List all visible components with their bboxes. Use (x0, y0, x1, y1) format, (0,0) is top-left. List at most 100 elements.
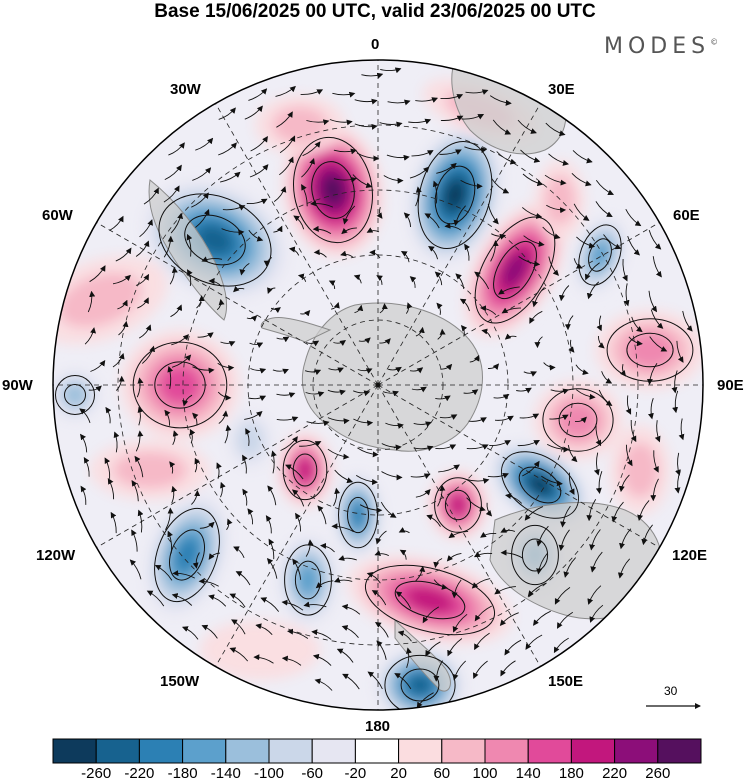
wind-vector (649, 336, 668, 352)
anomaly-8-level-3 (558, 402, 598, 438)
wind-vector (182, 394, 193, 407)
wind-vector (353, 418, 374, 427)
wind-vector (224, 424, 232, 444)
wind-vector (292, 558, 302, 580)
wind-vector (137, 509, 144, 533)
wind-vector (625, 444, 633, 467)
wind-vector (268, 538, 275, 560)
colorbar-swatch-9 (441, 738, 486, 764)
wind-vector (637, 500, 650, 521)
wind-vector (545, 122, 566, 137)
lon-label-120e: 120E (672, 547, 708, 564)
contour-12-0 (434, 477, 482, 533)
wind-vector (623, 283, 630, 307)
wind-vector (593, 452, 600, 476)
wind-vector (532, 286, 545, 308)
wind-vector (186, 233, 193, 257)
wind-vector (439, 149, 462, 155)
wind-vector (192, 167, 212, 181)
wind-vector (171, 593, 193, 606)
lon-label-90e: 90E (717, 377, 744, 394)
wind-vector (425, 641, 441, 657)
wind-vector (409, 276, 417, 288)
wind-vector (505, 493, 523, 504)
wind-vector (218, 107, 236, 120)
wind-vector (496, 151, 517, 165)
wind-vector (340, 250, 354, 258)
contour-4-0 (578, 224, 622, 286)
wind-vector (131, 529, 138, 552)
wind-vector (216, 298, 225, 311)
wind-vector (195, 137, 214, 151)
wind-vector (380, 67, 402, 74)
wind-vector (534, 336, 543, 349)
wind-vector (135, 240, 150, 257)
wind-vector (250, 135, 268, 152)
wind-vector (198, 578, 219, 587)
lon-label-120w: 120W (36, 547, 76, 564)
wind-vector (648, 290, 658, 313)
wind-vector (163, 235, 174, 258)
wind-vector (611, 501, 624, 523)
wind-vector (327, 448, 350, 460)
wind-vector (461, 114, 485, 120)
meridian-210 (215, 384, 379, 667)
wind-vector (675, 452, 681, 476)
wind-vector (367, 671, 383, 690)
wind-vector (135, 273, 149, 286)
meridian-330 (215, 103, 379, 386)
wind-vector (572, 150, 593, 164)
wind-vector (376, 206, 383, 219)
wind-vector (548, 256, 559, 276)
wind-vector (218, 410, 229, 424)
wind-vector (328, 280, 336, 290)
wind-vector (253, 654, 274, 664)
wind-vector (678, 418, 685, 441)
wind-vector (411, 386, 427, 393)
wind-vector (244, 410, 263, 420)
contour-14-0 (511, 524, 559, 586)
wind-vector (499, 612, 519, 626)
brand-logo: MODES© (604, 34, 719, 59)
lon-label-30e: 30E (548, 81, 575, 98)
wind-vector (652, 256, 662, 278)
wind-vector (617, 558, 631, 579)
wind-vector (597, 335, 605, 349)
wind-vector (543, 362, 556, 371)
wind-vector (229, 647, 249, 662)
wind-vector (154, 565, 173, 581)
wind-vector (500, 660, 516, 677)
wind-vector (275, 85, 296, 97)
colorbar-tick-label: 260 (645, 765, 671, 782)
wind-vector (217, 391, 232, 401)
contour-layer (55, 136, 694, 710)
meridian-30 (377, 103, 541, 386)
wind-vector (464, 243, 470, 261)
wind-vector (84, 327, 97, 345)
wind-vector (527, 582, 547, 597)
wind-vector (109, 215, 124, 231)
wind-vector (406, 647, 412, 668)
wind-vector (80, 433, 88, 453)
wind-vector (523, 235, 545, 247)
wind-vector (487, 363, 500, 370)
wind-vector (474, 605, 492, 622)
contour-1-0 (417, 140, 493, 250)
wind-vector (112, 352, 125, 368)
wind-vector (113, 431, 120, 453)
wind-vector (435, 444, 457, 450)
wind-vector (168, 142, 185, 156)
wind-vector (381, 471, 403, 481)
wind-vector (489, 95, 512, 106)
wind-vector (288, 246, 300, 256)
wind-vector (276, 392, 296, 398)
anomaly-23-level-2 (113, 451, 187, 489)
wind-vector (573, 203, 590, 221)
wind-vector (374, 621, 389, 638)
wind-vector (485, 502, 493, 517)
wind-vector (218, 142, 237, 156)
wind-vector (595, 471, 603, 494)
wind-vector (270, 307, 281, 314)
wind-vector (366, 571, 381, 584)
wind-vector (260, 597, 280, 612)
